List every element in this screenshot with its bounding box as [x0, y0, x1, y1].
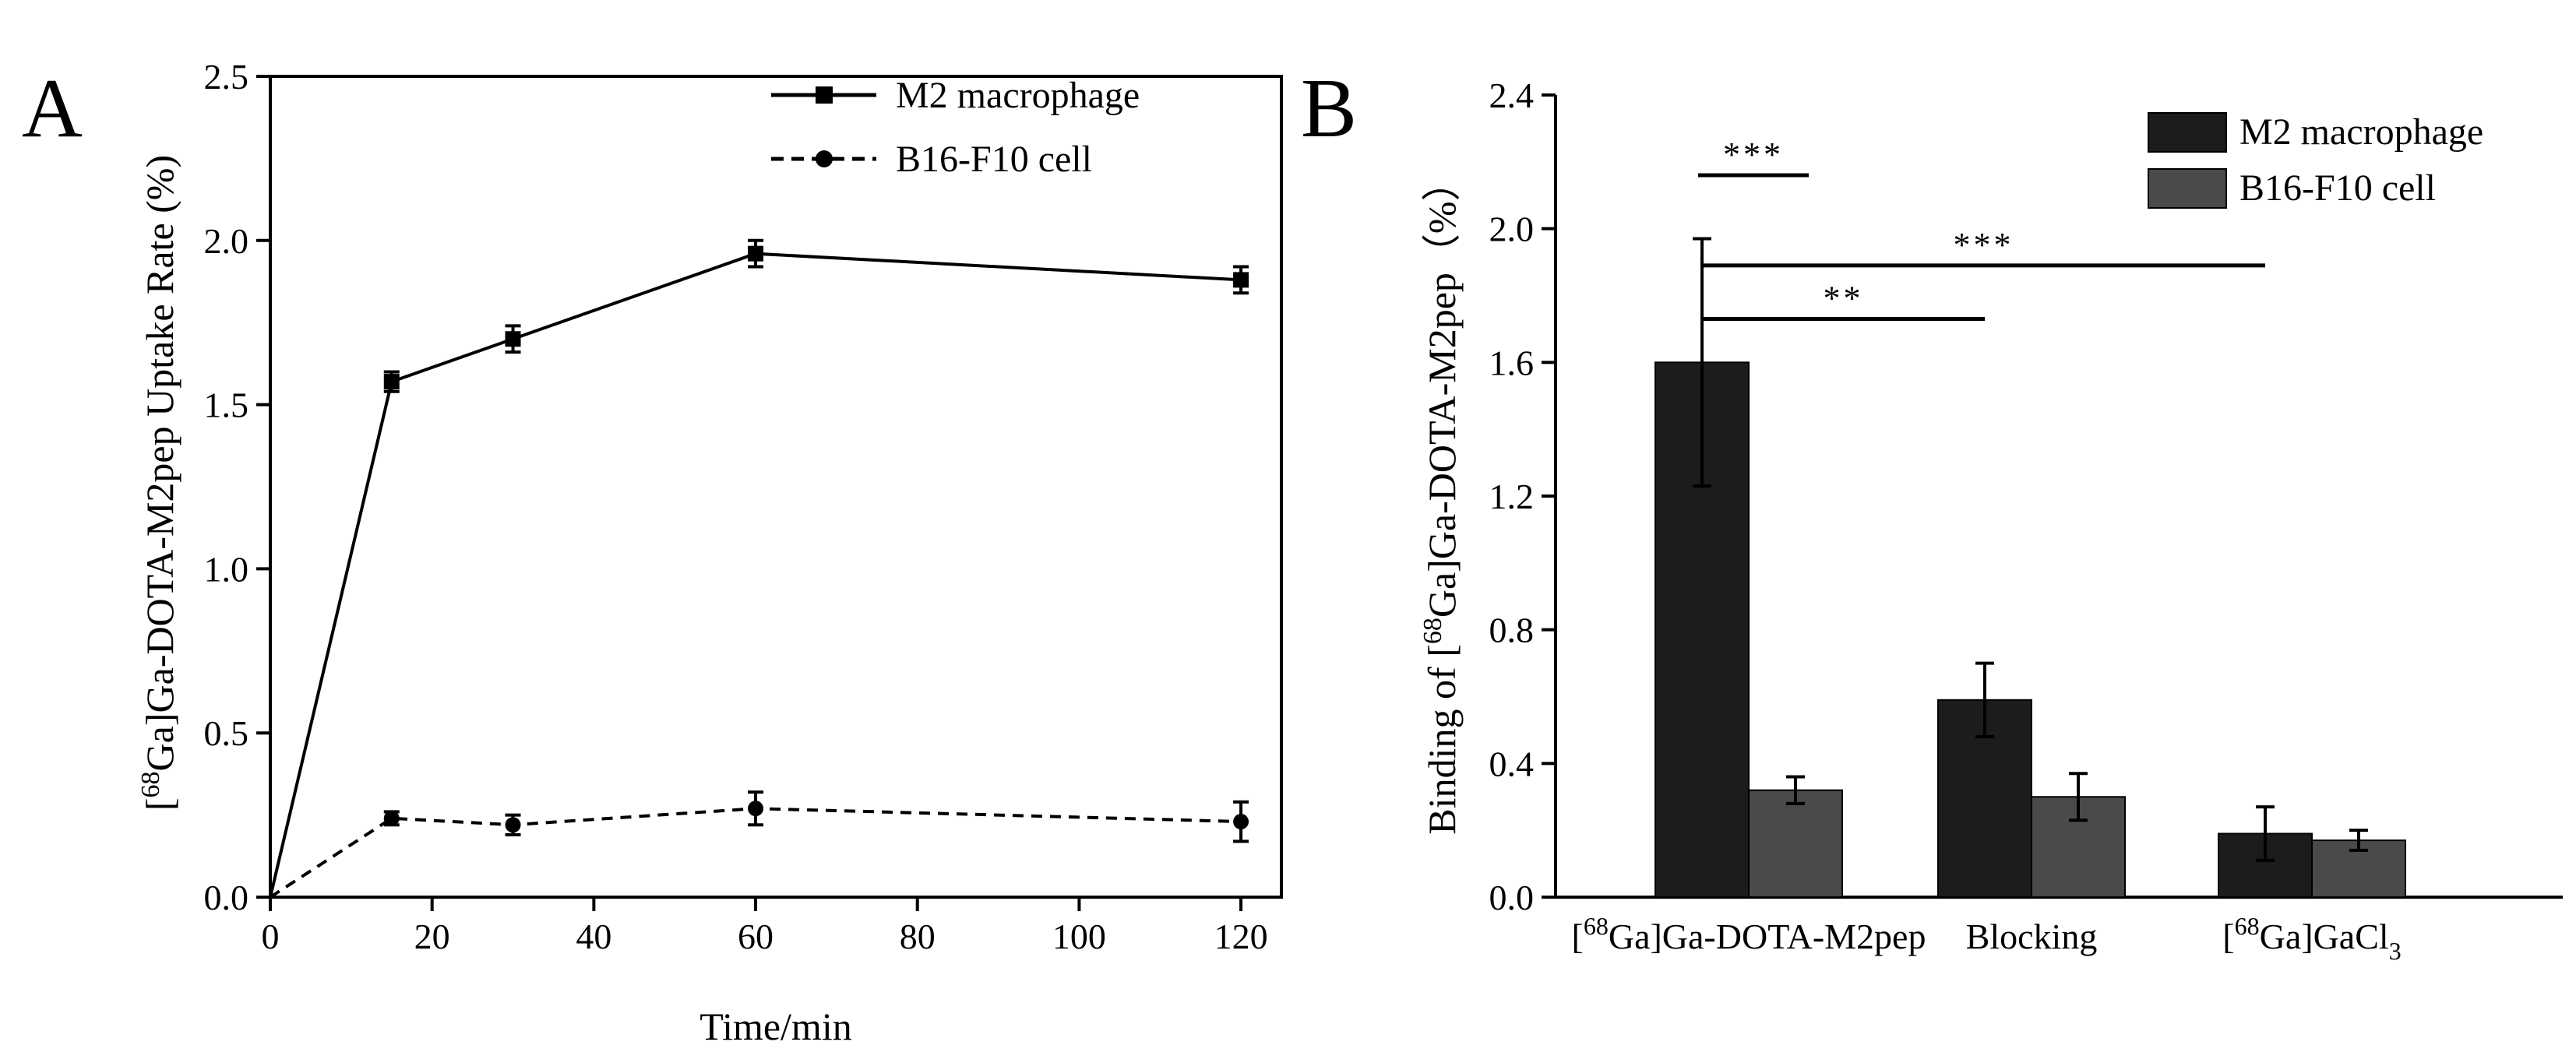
- panel-b-category-label: [68Ga]Ga-DOTA-M2pep: [1572, 912, 1926, 956]
- panel-a-y-axis-label: [68Ga]Ga-DOTA-M2pep Uptake Rate (%): [136, 155, 181, 811]
- panel-b-y-axis-label: Binding of [68Ga]Ga-DOTA-M2pep（%）: [1418, 162, 1464, 834]
- bar-b16-f10-cell: [1748, 789, 1843, 899]
- panel-b-y-tick-label: 1.2: [1489, 477, 1535, 516]
- panel-a-x-tick-label: 100: [1052, 917, 1106, 956]
- panel-b-axes: 0.0 0.4 0.8 1.2 1.6 2.0 2.4 [68Ga]Ga-DOTA-M2pep…: [1489, 76, 2563, 965]
- panel-a-x-tick-label: 60: [738, 917, 774, 956]
- panel-b-y-tick-label: 0.0: [1489, 878, 1535, 917]
- data-point-circle: [383, 810, 400, 826]
- panel-a-letter: A: [22, 62, 83, 155]
- panel-b-bars: [1654, 237, 2406, 899]
- data-point-circle: [748, 801, 764, 817]
- panel-b-letter: B: [1301, 62, 1357, 155]
- panel-b-y-tick-label: 0.8: [1489, 611, 1535, 650]
- panel-b-category-label: Blocking: [1966, 917, 2098, 956]
- legend-label: M2 macrophage: [896, 75, 1140, 116]
- panel-a-y-tick-label: 0.5: [204, 713, 249, 753]
- data-point-circle: [1233, 814, 1249, 830]
- data-point-square: [505, 331, 521, 347]
- panel-b-y-tick-label: 0.4: [1489, 744, 1535, 783]
- panel-a-axis-frame: [269, 75, 1283, 899]
- panel-b-bar-chart: B Binding of [68Ga]Ga-DOTA-M2pep（%） 0.00…: [1301, 62, 2563, 965]
- panel-a-line-chart: A [68Ga]Ga-DOTA-M2pep Uptake Rate (%) Ti…: [22, 57, 1283, 1048]
- panel-a-x-axis-label: Time/min: [700, 1005, 851, 1048]
- panel-a-axes: 0.0 0.5 1.0 1.5 2.0 2.5 0 20 40 60 80 100 120: [204, 57, 1283, 956]
- panel-a-legend: M2 macrophage B16-F10 cell: [771, 75, 1140, 180]
- panel-b-category-label: [68Ga]GaCl3: [2222, 912, 2401, 965]
- legend-label: B16-F10 cell: [2239, 167, 2436, 209]
- significance-label: **: [1824, 280, 1864, 318]
- legend-marker-circle: [816, 150, 833, 167]
- panel-a-x-tick-label: 80: [900, 917, 936, 956]
- data-point-square: [383, 374, 400, 390]
- panel-a-x-tick-label: 120: [1214, 917, 1268, 956]
- panel-a-y-tick-label: 1.5: [204, 385, 249, 425]
- data-point-circle: [505, 817, 521, 833]
- panel-a-x-tick-label: 20: [414, 917, 450, 956]
- panel-a-y-tick-label: 1.0: [204, 549, 249, 589]
- panel-b-y-tick-label: 2.4: [1489, 76, 1535, 115]
- significance-label: ***: [1954, 226, 2014, 264]
- legend-marker-square: [816, 86, 833, 104]
- legend-label: B16-F10 cell: [896, 139, 1092, 180]
- legend-label: M2 macrophage: [2239, 111, 2483, 153]
- legend-swatch: [2148, 168, 2227, 209]
- panel-a-x-tick-label: 40: [576, 917, 611, 956]
- legend-swatch: [2148, 112, 2227, 153]
- panel-a-x-tick-label: 0: [262, 917, 280, 956]
- panel-b-y-tick-label: 2.0: [1489, 209, 1535, 249]
- panel-a-series: [269, 238, 1249, 899]
- panel-b-legend: M2 macrophage B16-F10 cell: [2148, 111, 2483, 209]
- panel-a-y-tick-label: 2.5: [204, 57, 249, 97]
- panel-a-y-tick-label: 0.0: [204, 878, 249, 917]
- data-point-square: [1233, 272, 1249, 288]
- data-point-square: [748, 245, 764, 262]
- panel-a-y-tick-label: 2.0: [204, 221, 249, 261]
- panel-b-y-tick-label: 1.6: [1489, 343, 1535, 382]
- significance-label: ***: [1723, 136, 1784, 174]
- panel-b-significance: ********: [1698, 136, 2265, 322]
